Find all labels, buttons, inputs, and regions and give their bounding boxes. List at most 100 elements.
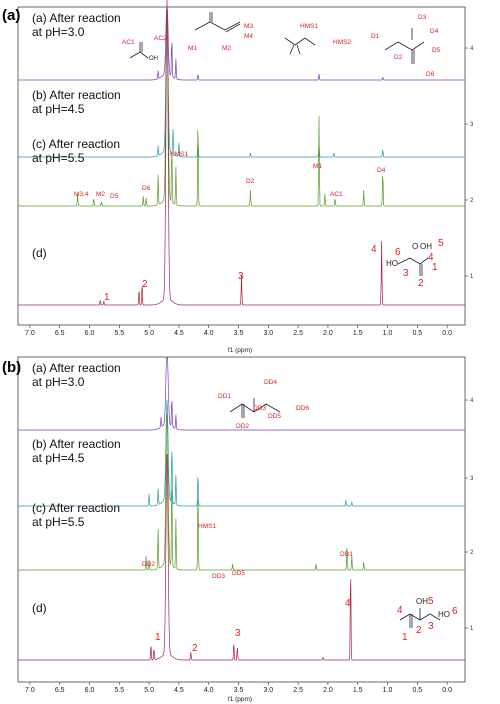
b-struct-num-6: 6 bbox=[452, 606, 458, 617]
x-tick-label-11: 1.5 bbox=[353, 330, 363, 337]
x-tick-label-8: 3.0 bbox=[263, 687, 273, 694]
hydroxymethanesulfonate-structure bbox=[284, 37, 316, 55]
d-oh-label: OH bbox=[420, 242, 432, 251]
x-tick-label-1: 6.5 bbox=[55, 330, 65, 337]
acetic-acid-structure bbox=[129, 42, 149, 59]
struct-num-5: 5 bbox=[438, 238, 444, 249]
right-tick-label-2: 2 bbox=[470, 550, 474, 556]
peak-label-dd2: DD2 bbox=[142, 561, 155, 568]
spectrum-label-2-line-2: at pH=4.5 bbox=[32, 102, 85, 116]
panel-a-letter: (a) bbox=[2, 7, 20, 24]
x-tick-label-6: 4.0 bbox=[204, 687, 214, 694]
label-m1: M1 bbox=[188, 45, 197, 52]
label-d5: D5 bbox=[432, 47, 441, 54]
peak-num-1: 1 bbox=[104, 292, 110, 303]
x-tick-label-1: 6.5 bbox=[55, 687, 65, 694]
d-ho-label: HO bbox=[386, 259, 398, 268]
b-struct-num-3: 3 bbox=[428, 621, 434, 632]
x-tick-label-10: 2.0 bbox=[323, 687, 333, 694]
panel-a-right-axis: 4 3 2 1 bbox=[465, 46, 474, 280]
x-tick-label-8: 3.0 bbox=[263, 330, 273, 337]
peak-num-2: 2 bbox=[142, 279, 148, 290]
label-dd4: DD4 bbox=[264, 379, 277, 386]
spectrum-line-3 bbox=[18, 413, 465, 571]
peak-num-3: 3 bbox=[238, 271, 244, 282]
x-tick-label-13: 0.5 bbox=[412, 687, 422, 694]
x-tick-label-0: 7.0 bbox=[25, 687, 35, 694]
x-tick-label-12: 1.0 bbox=[383, 330, 393, 337]
peak-label-m1: M1 bbox=[313, 163, 322, 170]
spectrum-label-1-line-2: at pH=3.0 bbox=[32, 375, 85, 389]
struct-num-6: 6 bbox=[395, 247, 401, 258]
label-d6: D6 bbox=[426, 71, 435, 78]
panel-b-frame bbox=[17, 356, 466, 683]
right-tick-label-3: 1 bbox=[470, 626, 474, 632]
spectrum-label-2-line-1: (b) After reaction bbox=[32, 437, 121, 451]
spectrum-label-4-line-1: (d) bbox=[32, 601, 47, 615]
spectrum-line-2 bbox=[18, 399, 465, 507]
x-tick-label-10: 2.0 bbox=[323, 330, 333, 337]
label-hms1: HMS1 bbox=[300, 23, 318, 30]
label-dd6: DD6 bbox=[296, 405, 309, 412]
b-peak-num-3: 3 bbox=[235, 628, 241, 639]
label-hms2: HMS2 bbox=[333, 39, 351, 46]
spectrum-label-1-line-1: (a) After reaction bbox=[32, 11, 121, 25]
panel-a-x-label: f1 (ppm) bbox=[228, 347, 252, 354]
x-tick-label-3: 5.5 bbox=[114, 330, 124, 337]
b-peak-num-4: 4 bbox=[345, 598, 351, 609]
peak-label-m2: M2 bbox=[96, 191, 105, 198]
b-peak-num-1: 1 bbox=[155, 632, 161, 643]
spectrum-line-1 bbox=[18, 6, 465, 81]
panel-a-x-axis: 7.0 6.5 6.0 5.5 5.0 4.5 4.0 3.5 3.0 2.5 2.0 1.5 1.0 0… bbox=[25, 325, 452, 337]
b-struct-num-4: 4 bbox=[397, 605, 403, 616]
label-dd3: DD3 bbox=[253, 405, 266, 412]
label-m4: M4 bbox=[244, 33, 253, 40]
b-struct-num-1: 1 bbox=[402, 632, 408, 643]
peak-label-d2: D2 bbox=[246, 178, 255, 185]
diol-structure-a bbox=[384, 28, 425, 64]
peak-label-dd5: DD5 bbox=[232, 570, 245, 577]
struct-num-1: 1 bbox=[432, 262, 438, 273]
label-d2: D2 bbox=[394, 54, 403, 61]
b-d-oh-label: OH bbox=[416, 597, 428, 606]
x-tick-label-13: 0.5 bbox=[412, 330, 422, 337]
peak-label-m34: M3,4 bbox=[74, 191, 89, 198]
label-m3: M3 bbox=[244, 23, 253, 30]
x-tick-label-14: 0.0 bbox=[442, 330, 452, 337]
label-dd5: DD5 bbox=[268, 413, 281, 420]
b-d-ho-label: HO bbox=[438, 610, 450, 619]
right-tick-label-0: 4 bbox=[470, 46, 474, 52]
panel-b-letter: (b) bbox=[2, 359, 21, 376]
x-tick-label-0: 7.0 bbox=[25, 330, 35, 337]
spectrum-label-4-line-1: (d) bbox=[32, 246, 47, 260]
right-tick-label-2: 2 bbox=[470, 198, 474, 204]
x-tick-label-12: 1.0 bbox=[383, 687, 393, 694]
x-tick-label-9: 2.5 bbox=[293, 687, 303, 694]
spectrum-label-3-line-2: at pH=5.5 bbox=[32, 515, 85, 529]
x-tick-label-14: 0.0 bbox=[442, 687, 452, 694]
label-d3: D3 bbox=[418, 14, 427, 21]
spectrum-label-2-line-1: (b) After reaction bbox=[32, 88, 121, 102]
struct-num-3: 3 bbox=[403, 268, 409, 279]
x-tick-label-5: 4.5 bbox=[174, 687, 184, 694]
label-d4: D4 bbox=[430, 28, 439, 35]
right-tick-label-1: 3 bbox=[470, 476, 474, 482]
spectrum-label-1-line-1: (a) After reaction bbox=[32, 361, 121, 375]
x-tick-label-2: 6.0 bbox=[85, 687, 95, 694]
panel-b-x-label: f1 (ppm) bbox=[228, 696, 252, 703]
spectrum-label-2-line-2: at pH=4.5 bbox=[32, 451, 85, 465]
d-o-label: O bbox=[412, 242, 418, 251]
x-tick-label-6: 4.0 bbox=[204, 330, 214, 337]
right-tick-label-0: 4 bbox=[470, 398, 474, 404]
x-tick-label-9: 2.5 bbox=[293, 330, 303, 337]
label-d1: D1 bbox=[371, 33, 380, 40]
spectrum-line-2 bbox=[18, 10, 465, 158]
peak-label-ac1: AC1 bbox=[330, 191, 343, 198]
peak-label-b-hms1: HMS1 bbox=[198, 523, 216, 530]
methyl-vinyl-ketone-structure bbox=[194, 12, 241, 33]
